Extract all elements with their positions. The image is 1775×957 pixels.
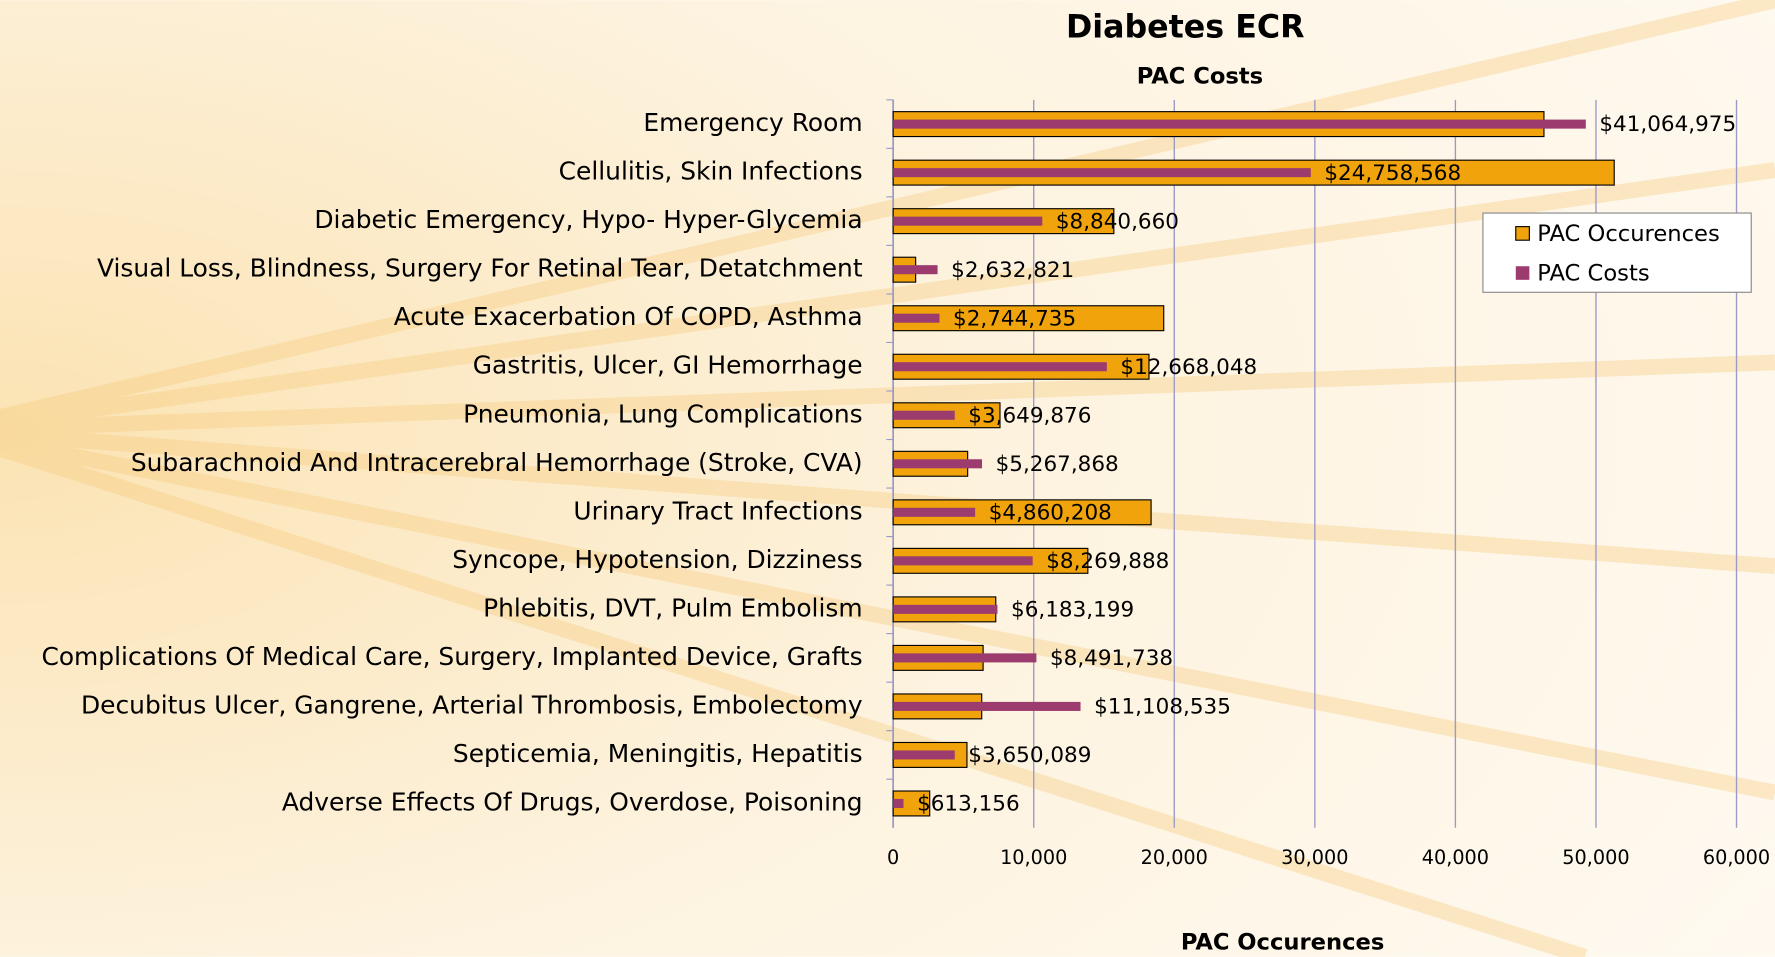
data-label: $2,632,821 [951, 258, 1074, 283]
y-tick-label: Emergency Room [643, 108, 862, 137]
data-label: $41,064,975 [1599, 112, 1736, 137]
bar [893, 362, 1107, 372]
data-label: $3,649,876 [968, 403, 1091, 428]
legend-swatch [1515, 226, 1530, 241]
y-tick-label: Gastritis, Ulcer, GI Hemorrhage [473, 351, 863, 380]
data-label: $24,758,568 [1324, 161, 1461, 186]
y-tick-label: Pneumonia, Lung Complications [463, 399, 862, 428]
data-label: $2,744,735 [953, 306, 1076, 331]
bar [893, 216, 1043, 226]
y-tick-label: Subarachnoid And Intracerebral Hemorrhag… [131, 448, 863, 477]
y-tick-label: Urinary Tract Infections [573, 496, 862, 525]
bar [893, 653, 1037, 663]
bar [893, 265, 938, 275]
x-tick-label: 50,000 [1562, 846, 1629, 869]
y-tick-label: Diabetic Emergency, Hypo- Hyper-Glycemia [314, 205, 862, 234]
y-tick-label: Phlebitis, DVT, Pulm Embolism [483, 593, 862, 622]
data-label: $8,491,738 [1050, 646, 1173, 671]
legend-label: PAC Costs [1537, 261, 1649, 287]
legend-swatch [1515, 266, 1530, 280]
x-tick-label: 20,000 [1141, 846, 1208, 869]
bar [893, 556, 1033, 566]
bar [893, 507, 976, 517]
bar [893, 119, 1586, 129]
y-tick-label: Acute Exacerbation Of COPD, Asthma [394, 302, 863, 331]
data-label: $6,183,199 [1011, 597, 1134, 622]
x-tick-label: 30,000 [1281, 846, 1348, 869]
data-label: $4,860,208 [989, 500, 1112, 525]
data-label: $3,650,089 [968, 743, 1091, 768]
data-label: $11,108,535 [1094, 695, 1231, 720]
bar [893, 410, 955, 420]
y-tick-label: Septicemia, Meningitis, Hepatitis [453, 739, 863, 768]
y-tick-label: Decubitus Ulcer, Gangrene, Arterial Thro… [81, 690, 863, 719]
chart-title: Diabetes ECR [1066, 10, 1305, 46]
bar [893, 168, 1311, 178]
y-tick-label: Syncope, Hypotension, Dizziness [452, 545, 862, 574]
y-tick-label: Adverse Effects Of Drugs, Overdose, Pois… [282, 787, 863, 816]
y-tick-label: Cellulitis, Skin Infections [559, 157, 863, 186]
data-label: $613,156 [917, 792, 1020, 817]
data-label: $8,269,888 [1046, 549, 1169, 574]
bar [893, 313, 940, 323]
x-tick-label: 10,000 [1000, 846, 1067, 869]
x-axis-label: PAC Occurences [1181, 930, 1384, 956]
data-label: $12,668,048 [1120, 355, 1257, 380]
x-tick-label: 40,000 [1422, 846, 1489, 869]
data-label: $5,267,868 [996, 452, 1119, 477]
y-tick-label: Complications Of Medical Care, Surgery, … [41, 642, 862, 671]
bar [893, 459, 983, 469]
y-tick-label: Visual Loss, Blindness, Surgery For Reti… [97, 254, 863, 283]
bar [893, 798, 904, 808]
data-label: $8,840,660 [1056, 209, 1179, 234]
chart-subtitle: PAC Costs [1137, 64, 1263, 90]
x-tick-label: 60,000 [1703, 846, 1770, 869]
x-tick-label: 0 [887, 846, 899, 869]
bar [893, 750, 955, 760]
bar [893, 701, 1081, 711]
legend: PAC Occurences PAC Costs [1482, 212, 1752, 293]
legend-label: PAC Occurences [1537, 221, 1720, 247]
bar [893, 604, 998, 614]
